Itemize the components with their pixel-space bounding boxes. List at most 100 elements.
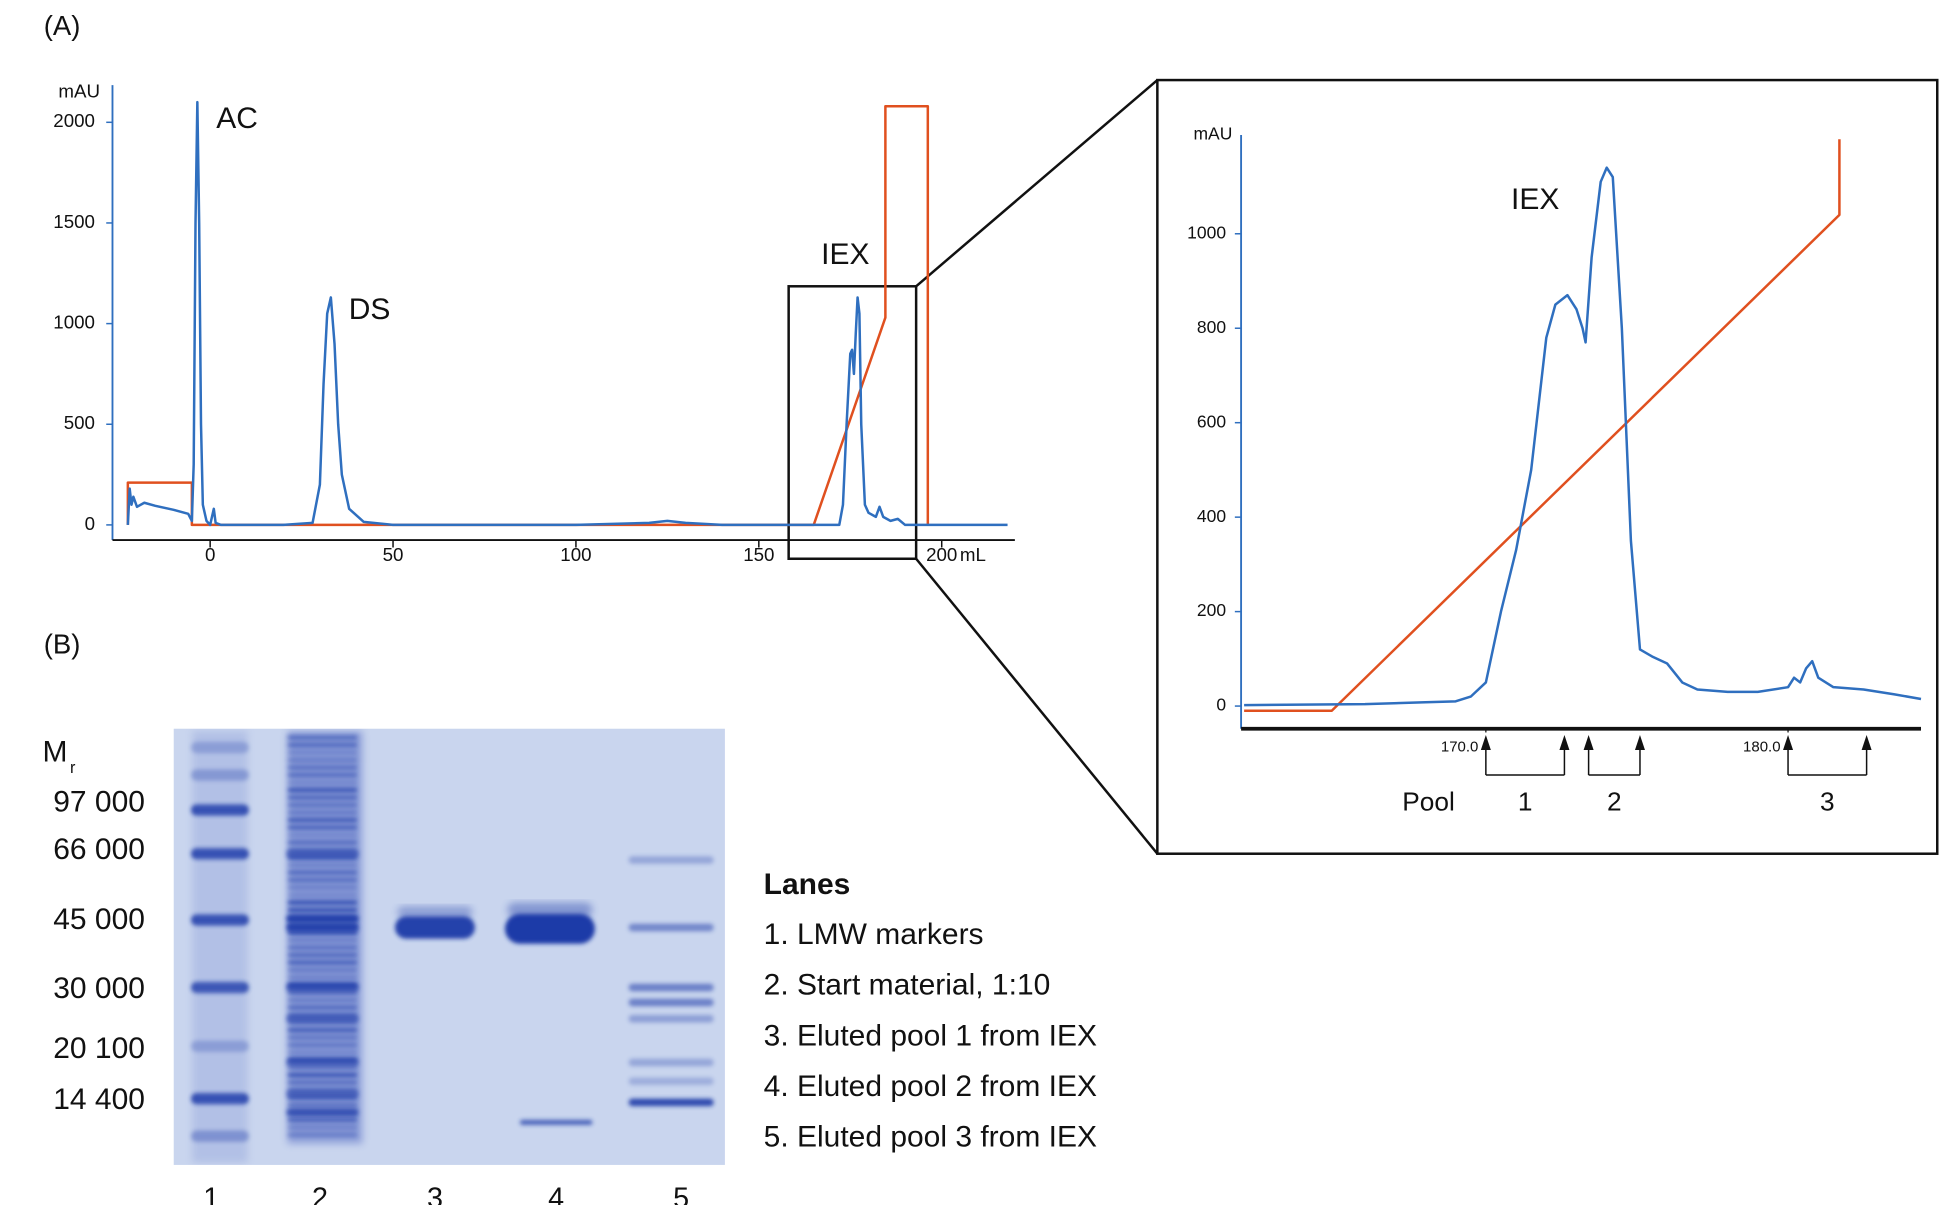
pool-label: 3 — [1820, 787, 1835, 817]
marker-label: 45 000 — [53, 903, 145, 936]
gel-band — [287, 1042, 358, 1048]
lane-number: 3 — [427, 1183, 443, 1205]
marker-label: 20 100 — [53, 1032, 145, 1065]
gel-band — [286, 1014, 359, 1024]
annotation: IEX — [821, 238, 869, 271]
pool-title: Pool — [1402, 787, 1455, 817]
mr-label: M — [42, 736, 67, 769]
gel-band — [287, 772, 358, 778]
zoom-connector — [915, 79, 1159, 288]
pool-arrowhead — [1480, 734, 1491, 750]
gel-lanes — [191, 731, 714, 1163]
gel-band — [287, 869, 358, 875]
annotation: IEX — [1511, 183, 1559, 216]
lane-number: 4 — [548, 1183, 564, 1205]
data-line — [1244, 166, 1922, 707]
legend-item: 3. Eluted pool 1 from IEX — [764, 1019, 1097, 1052]
pool-arrowhead — [1783, 734, 1794, 750]
gel-band — [394, 916, 475, 939]
gel-band — [287, 779, 358, 785]
gel-band — [628, 856, 714, 864]
y-tick-label: 600 — [1197, 411, 1226, 431]
y-tick-label: 400 — [1197, 506, 1226, 526]
gel-band — [397, 906, 473, 919]
gel-band — [287, 832, 358, 838]
zoom-box — [787, 285, 918, 561]
gel-band — [507, 902, 593, 918]
gel-background — [173, 728, 725, 1165]
gel-band — [287, 757, 358, 763]
gel-band — [287, 802, 358, 808]
pool-arrowhead — [1559, 734, 1570, 750]
gel-band — [287, 817, 358, 823]
gel-band — [287, 787, 358, 793]
gel-band — [287, 862, 358, 868]
gel-image — [173, 728, 725, 1165]
mr-label-sub: r — [70, 759, 76, 777]
y-tick-label: 500 — [64, 412, 95, 433]
gel-band — [628, 1077, 714, 1085]
x-tick-label: 150 — [743, 544, 774, 565]
gel-band — [287, 809, 358, 815]
gel-band — [287, 839, 358, 845]
legend-title: Lanes — [764, 868, 851, 901]
gel-band — [287, 944, 358, 950]
gel-band — [287, 997, 358, 1003]
gel-band — [286, 849, 359, 859]
gel-band — [287, 1102, 358, 1108]
gel-band — [286, 983, 359, 992]
gel-band — [519, 1119, 593, 1125]
gel-band — [286, 923, 359, 932]
legend-item: 5. Eluted pool 3 from IEX — [764, 1121, 1097, 1154]
gel-band — [287, 824, 358, 830]
gel-band — [287, 974, 358, 980]
y-tick-label: 1000 — [53, 312, 95, 333]
marker-label: 14 400 — [53, 1083, 145, 1116]
gel-band — [287, 1004, 358, 1010]
gel-smear — [192, 731, 248, 1163]
x-tick-label: 0 — [205, 544, 215, 565]
data-line — [1244, 139, 1841, 713]
y-axis-label: mAU — [58, 81, 100, 102]
gel-band — [286, 1058, 359, 1067]
x-tick-label: 50 — [383, 544, 404, 565]
gel-band — [286, 1089, 359, 1099]
zoom-connector — [915, 557, 1159, 855]
gel-band — [628, 1098, 714, 1107]
x-axis-label: mL — [960, 544, 986, 565]
x-tick-label: 180.0 — [1743, 738, 1781, 755]
gel-band — [628, 923, 714, 932]
y-tick-label: 0 — [1216, 695, 1226, 715]
gel-band — [287, 899, 358, 905]
y-tick-label: 2000 — [53, 110, 95, 131]
legend-item: 1. LMW markers — [764, 918, 984, 951]
gel-band — [628, 983, 714, 992]
pool-arrowhead — [1634, 734, 1645, 750]
y-axis-label: mAU — [1193, 124, 1232, 144]
gel-band — [287, 884, 358, 890]
gel-band — [287, 952, 358, 958]
gel-band — [628, 1014, 714, 1023]
gel-band — [286, 1108, 359, 1117]
y-tick-label: 800 — [1197, 317, 1226, 337]
lane-number: 1 — [203, 1183, 219, 1205]
marker-label: 66 000 — [53, 833, 145, 866]
gel-band — [287, 1132, 358, 1138]
gel-band — [287, 794, 358, 800]
annotation: DS — [349, 293, 391, 326]
marker-label: 30 000 — [53, 972, 145, 1005]
gel-band — [628, 1058, 714, 1067]
panel-label: (B) — [44, 629, 81, 660]
marker-label: 97 000 — [53, 786, 145, 819]
gel-band — [287, 1072, 358, 1078]
gel-band — [287, 1049, 358, 1055]
gel-band — [287, 1117, 358, 1123]
gel-band — [628, 998, 714, 1007]
annotation: AC — [216, 102, 258, 135]
lane-number: 2 — [312, 1183, 328, 1205]
gel-band — [287, 1124, 358, 1130]
pool-label: 2 — [1607, 787, 1622, 817]
y-tick-label: 0 — [85, 513, 95, 534]
gel-band — [287, 1027, 358, 1033]
